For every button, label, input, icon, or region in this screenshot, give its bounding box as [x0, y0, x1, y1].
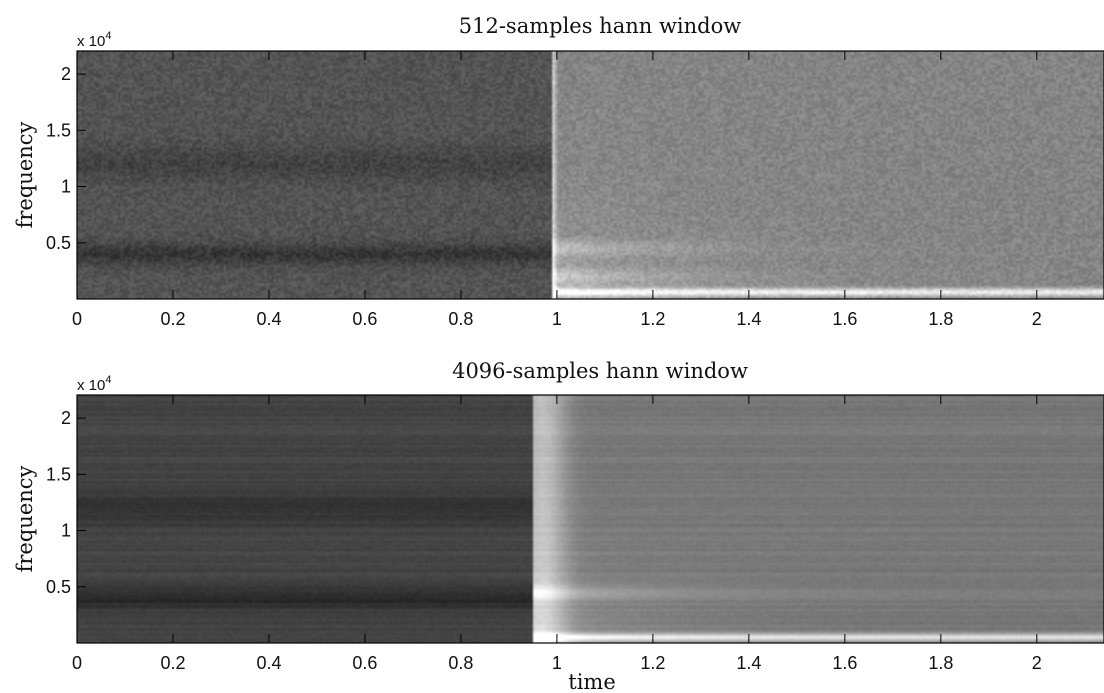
y-tick-label: 2: [61, 64, 71, 84]
y-scale-factor: x 104: [77, 374, 111, 394]
chart-title: 512-samples hann window: [459, 14, 741, 38]
y-scale-factor: x 104: [77, 30, 111, 50]
x-tick-label: 1.2: [640, 309, 665, 329]
x-tick-label: 1: [552, 309, 562, 329]
x-tick-label: 0.2: [160, 309, 185, 329]
y-tick-label: 1.5: [46, 120, 71, 140]
y-tick-label: 2: [61, 408, 71, 428]
x-tick-label: 0.8: [448, 653, 473, 673]
spectrogram-panel-512: 512-samples hann window x 104 0 0.2 0.4 0.6…: [13, 14, 1104, 329]
y-axis-label: frequency: [13, 465, 37, 572]
x-tick-label: 0.2: [160, 653, 185, 673]
x-tick-label: 0.4: [256, 309, 281, 329]
x-tick-label: 0.6: [352, 653, 377, 673]
x-axis-label: time: [568, 670, 616, 693]
x-tick-label: 0: [72, 653, 82, 673]
x-tick-label: 1.2: [640, 653, 665, 673]
x-tick-label: 1.6: [832, 309, 857, 329]
y-tick-label: 1.5: [46, 464, 71, 484]
x-tick-label: 1.4: [736, 653, 761, 673]
y-tick-label: 1: [61, 177, 71, 197]
x-tick-label: 1.4: [736, 309, 761, 329]
x-tick-label: 0.6: [352, 309, 377, 329]
y-axis-label: frequency: [13, 121, 37, 228]
plot-frame: [76, 394, 1104, 644]
spectrogram-image: [77, 395, 1104, 643]
spectrogram-panel-4096: 4096-samples hann window x 104 0 0.2 0.4 0.…: [13, 359, 1104, 693]
x-tick-label: 1.6: [832, 653, 857, 673]
chart-title: 4096-samples hann window: [452, 359, 748, 383]
axes-frame: 0 0.2 0.4 0.6 0.8 1 1.2 1.4 1.6 1.8 2 0.5 1 1.5 2: [46, 394, 1104, 673]
y-tick-label: 1: [61, 521, 71, 541]
x-tick-label: 1.8: [928, 309, 953, 329]
y-tick-label: 0.5: [46, 233, 71, 253]
spectrogram-image: [77, 51, 1104, 299]
x-tick-label: 1.8: [928, 653, 953, 673]
x-tick-label: 0: [72, 309, 82, 329]
x-tick-label: 2: [1032, 309, 1042, 329]
axes-frame: 0 0.2 0.4 0.6 0.8 1 1.2 1.4 1.6 1.8 2 0.5 1 1.5 2: [46, 50, 1104, 329]
x-tick-label: 0.4: [256, 653, 281, 673]
x-tick-label: 1: [552, 653, 562, 673]
plot-frame: [76, 50, 1104, 300]
x-tick-label: 0.8: [448, 309, 473, 329]
x-tick-label: 2: [1032, 653, 1042, 673]
y-tick-label: 0.5: [46, 577, 71, 597]
